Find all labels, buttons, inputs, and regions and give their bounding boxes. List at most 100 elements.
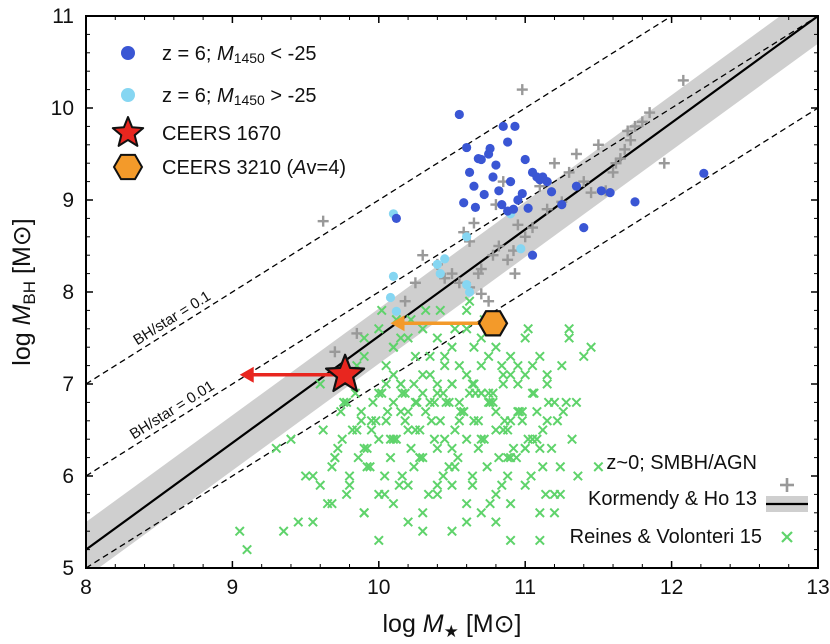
kormendy-point xyxy=(317,215,329,227)
z6-bright-point xyxy=(513,195,523,205)
reines-point xyxy=(397,388,408,399)
legend: z = 6; M1450 < -25 z = 6; M1450 > -25 CEER… xyxy=(111,43,808,548)
reines-point xyxy=(556,360,567,371)
legend-label-z6_bright: z = 6; M1450 < -25 xyxy=(162,43,317,66)
reines-point xyxy=(552,415,563,426)
reines-point xyxy=(318,425,329,435)
reines-point xyxy=(403,480,413,491)
reines-point xyxy=(508,443,519,454)
reines-point xyxy=(376,388,387,399)
reines-point xyxy=(458,406,469,417)
kormendy-point xyxy=(658,157,670,169)
kormendy-point xyxy=(446,268,458,280)
special-markers-layer xyxy=(325,310,509,393)
reines-point xyxy=(461,498,472,509)
reines-point xyxy=(359,507,370,518)
reines-point xyxy=(447,443,457,454)
z6-faint-point xyxy=(432,259,442,269)
reines-point xyxy=(411,397,422,408)
reines-point xyxy=(376,305,387,316)
z6-faint-point xyxy=(391,306,401,316)
scatter-band-layer xyxy=(86,16,818,568)
reines-point xyxy=(432,333,443,343)
y-tick-label: 9 xyxy=(62,189,74,212)
reines-point xyxy=(344,471,355,481)
kormendy-point xyxy=(399,295,411,307)
reines-point xyxy=(473,443,484,454)
points-layer xyxy=(234,74,709,555)
reines-point xyxy=(485,498,495,509)
z6-bright-point xyxy=(503,137,513,147)
reines-point xyxy=(555,489,566,500)
reines-point xyxy=(397,471,408,481)
reines-point xyxy=(498,369,509,380)
legend-kormendy-label: Kormendy & Ho 13 xyxy=(588,488,757,510)
reines-point xyxy=(403,517,413,527)
reines-point xyxy=(366,415,377,426)
reines-point xyxy=(327,498,337,509)
kormendy-point xyxy=(409,277,421,289)
z6-bright-point xyxy=(494,186,504,196)
reines-point xyxy=(461,305,472,316)
kormendy-relation-line xyxy=(86,16,818,551)
reines-point xyxy=(300,471,311,481)
kormendy-point xyxy=(519,231,531,243)
reines-point xyxy=(362,461,372,472)
reines-point xyxy=(467,480,478,491)
z6-faint-point xyxy=(464,287,475,297)
legend-ceers1670-marker xyxy=(111,116,145,147)
reines-point xyxy=(395,406,406,417)
reines-point xyxy=(502,471,513,481)
reines-point xyxy=(395,333,406,343)
reines-point xyxy=(337,434,348,445)
reines-point xyxy=(438,388,449,399)
reines-point xyxy=(491,517,501,527)
reines-point xyxy=(485,397,495,408)
z6-bright-point xyxy=(579,223,589,233)
x-axis-label: log M★ [M⊙] xyxy=(382,610,521,641)
reines-point xyxy=(379,471,390,481)
reines-point xyxy=(473,415,484,426)
reines-point xyxy=(425,397,435,408)
kormendy-point xyxy=(472,268,484,280)
reines-point xyxy=(505,535,516,546)
ceers1670-star xyxy=(325,353,366,393)
kormendy-point xyxy=(629,120,641,132)
reines-point xyxy=(464,296,475,307)
reines-point xyxy=(469,379,479,389)
kormendy-point xyxy=(614,153,626,165)
kormendy-point xyxy=(578,176,590,188)
kormendy-point xyxy=(636,116,648,128)
kormendy-point xyxy=(644,107,656,119)
reines-point xyxy=(493,452,504,463)
reines-point xyxy=(505,452,516,463)
reines-point xyxy=(564,333,575,343)
reines-point xyxy=(417,526,428,537)
reines-point xyxy=(476,360,487,371)
legend-reines-marker xyxy=(781,531,793,543)
reines-point xyxy=(338,397,349,408)
reines-point xyxy=(293,517,304,527)
reines-point xyxy=(403,406,413,417)
x-axis-label-prefix: log xyxy=(382,610,422,638)
reines-point xyxy=(329,452,340,463)
reines-point xyxy=(308,471,318,481)
z6-bright-point xyxy=(473,154,483,164)
reines-point xyxy=(381,379,392,389)
reines-point xyxy=(429,397,440,408)
reines-point xyxy=(368,397,378,408)
reines-point xyxy=(567,434,577,445)
reines-point xyxy=(512,406,523,417)
reines-point xyxy=(409,379,419,389)
legend-label-ceers1670: CEERS 1670 xyxy=(162,123,281,145)
reines-point xyxy=(523,323,534,334)
reines-point xyxy=(278,526,289,537)
y-tick-label: 7 xyxy=(62,373,74,396)
reines-point xyxy=(359,443,370,454)
kormendy-point xyxy=(541,203,553,215)
z6-bright-point xyxy=(454,109,464,120)
legend-z6-faint-marker xyxy=(121,88,135,102)
reines-point xyxy=(517,406,528,417)
reines-point xyxy=(529,388,539,399)
